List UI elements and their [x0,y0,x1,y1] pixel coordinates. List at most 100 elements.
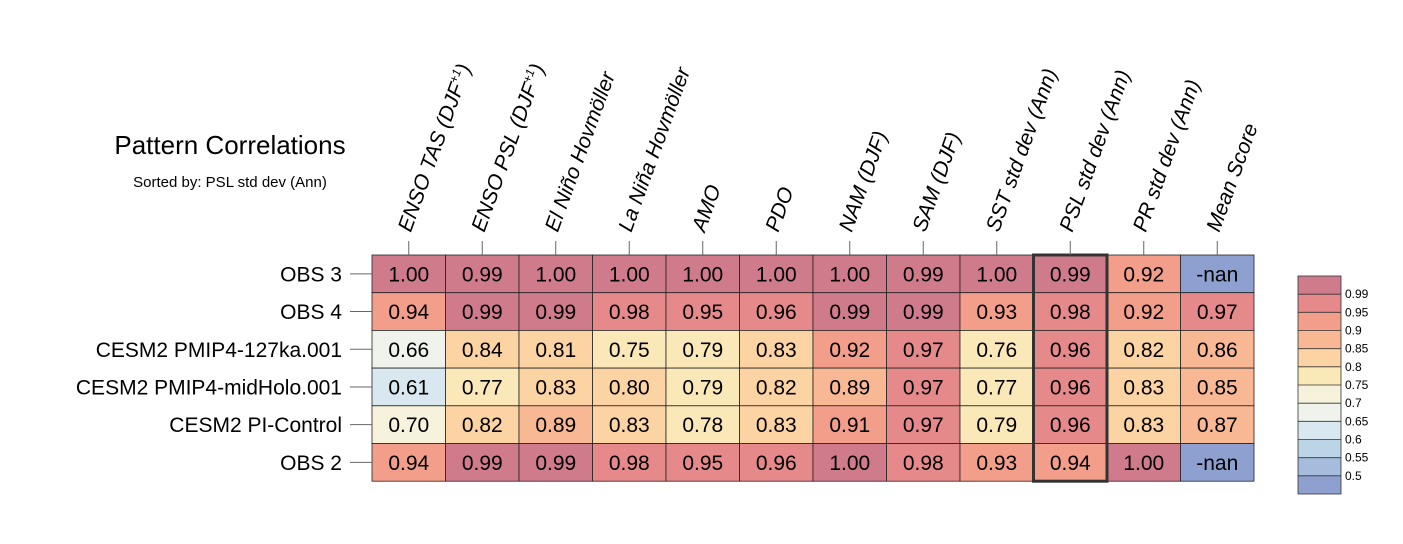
heatmap-cell [665,292,740,331]
heatmap-grid: 1.00 0.99 1.00 1.00 1.00 1.00 1.00 0.99 1.00 0.99… [76,61,1263,483]
column-label: SAM (DJF) [908,129,965,234]
heatmap-cell [592,443,667,482]
column-label: ENSO TAS (DJF+1) [393,61,476,235]
chart-title: Pattern Correlations [114,130,345,160]
cell-value-label: 0.99 [535,301,576,324]
cell-value-label: 0.99 [535,452,576,475]
heatmap-cell [812,405,887,444]
heatmap-cell [665,405,740,444]
cell-value-label: 1.00 [535,263,576,286]
heatmap-cell [592,292,667,331]
cell-value-label: 0.95 [682,301,723,324]
cell-value-label: 0.98 [609,452,650,475]
cell-value-label: 0.87 [1197,414,1238,437]
colorbar-label: 0.65 [1345,414,1369,428]
colorbar-label: 0.9 [1345,324,1362,338]
cell-value-label: 0.92 [1123,301,1164,324]
cell-value-label: 0.61 [388,376,429,399]
cell-value-label: 1.00 [829,452,870,475]
heatmap-cell [959,367,1034,407]
column-label: PR std dev (Ann) [1129,77,1205,235]
chart-subtitle: Sorted by: PSL std dev (Ann) [133,174,327,191]
column-label: Mean Score [1202,120,1262,234]
column-label: PDO [761,184,798,235]
heatmap-cell [1180,329,1255,369]
colorbar: 0.99 0.95 0.9 0.85 0.8 0.75 0.7 0.65 0.6 0.55 0.5 [1297,275,1369,495]
heatmap-cell [445,405,520,444]
cell-value-label: 0.83 [535,376,576,399]
cell-value-label: 1.00 [756,263,797,286]
heatmap-cell [959,443,1034,482]
heatmap-cell [518,405,593,444]
cell-value-label: 0.79 [682,376,723,399]
row-label: CESM2 PI-Control [169,414,342,437]
cell-value-label: 0.81 [535,339,576,362]
heatmap-cell [739,254,814,294]
cell-value-label: 0.85 [1197,376,1238,399]
colorbar-swatch [1298,421,1341,440]
heatmap-cell [665,329,740,369]
heatmap-cell [592,329,667,369]
colorbar-label: 0.6 [1345,433,1362,447]
cell-value-label: 1.00 [829,263,870,286]
cell-value-label: 1.00 [976,263,1017,286]
cell-value-label: 0.97 [903,376,944,399]
cell-value-label: 0.93 [976,301,1017,324]
heatmap-cell [739,367,814,407]
colorbar-swatch [1298,294,1341,313]
heatmap-cell [1033,443,1108,482]
heatmap-cell [371,329,446,369]
row-label: CESM2 PMIP4-127ka.001 [96,339,342,362]
heatmap-cell [886,405,961,444]
heatmap-cell [371,405,446,444]
cell-value-label: 1.00 [682,263,723,286]
heatmap-cell [886,254,961,294]
cell-value-label: 0.82 [462,414,503,437]
cell-value-label: 0.96 [1050,376,1091,399]
cell-value-label: 0.93 [976,452,1017,475]
heatmap-cell [1033,292,1108,331]
heatmap-cell [371,254,446,294]
heatmap-cell [1180,443,1255,482]
cell-value-label: 1.00 [1123,452,1164,475]
heatmap-cell [1180,367,1255,407]
colorbar-swatch [1298,457,1341,476]
cell-value-label: 0.96 [756,301,797,324]
column-label: La Niña Hovmöller [614,64,695,235]
cell-value-label: 0.75 [609,339,650,362]
heatmap-cell [739,292,814,331]
cell-value-label: 0.86 [1197,339,1238,362]
heatmap-cell [959,292,1034,331]
cell-value-label: 0.96 [1050,414,1091,437]
heatmap-cell [592,254,667,294]
column-label: El Niño Hovmöller [541,68,620,235]
cell-value-label: 0.99 [829,301,870,324]
heatmap-cell [518,367,593,407]
heatmap-cell [812,292,887,331]
cell-value-label: 0.92 [829,339,870,362]
cell-value-label: 0.77 [976,376,1017,399]
cell-value-label: 0.97 [903,339,944,362]
heatmap-cell [445,254,520,294]
cell-value-label: 0.89 [829,376,870,399]
cell-value-label: 0.77 [462,376,503,399]
cell-value-label: 0.99 [462,301,503,324]
heatmap-cell [371,367,446,407]
cell-value-label: 0.99 [462,263,503,286]
cell-value-label: 0.94 [388,452,429,475]
cell-value-label: 0.83 [609,414,650,437]
cell-value-label: 0.96 [1050,339,1091,362]
cell-value-label: 0.92 [1123,263,1164,286]
heatmap-cell [1106,405,1181,444]
cell-value-label: 0.99 [1050,263,1091,286]
column-label: AMO [687,182,726,237]
cell-value-label: -nan [1196,452,1238,475]
cell-value-label: 1.00 [609,263,650,286]
row-label: OBS 3 [280,263,342,286]
cell-value-label: 0.84 [462,339,503,362]
colorbar-swatch [1298,330,1341,349]
cell-value-label: 0.95 [682,452,723,475]
heatmap-cell [1106,292,1181,331]
